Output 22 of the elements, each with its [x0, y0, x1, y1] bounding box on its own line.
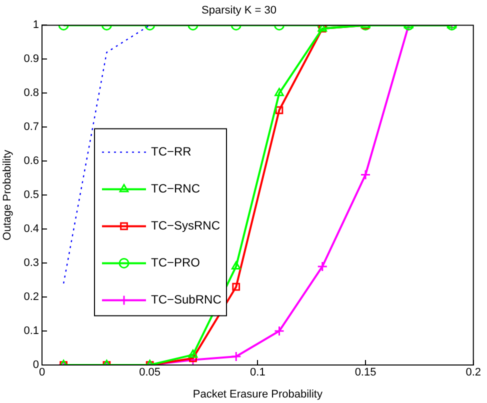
x-tick-label: 0.1	[250, 366, 266, 379]
y-tick-label: 0.4	[24, 223, 39, 236]
y-axis-title: Outage Probability	[2, 149, 14, 240]
y-tick-label: 1	[32, 19, 39, 32]
y-tick-label: 0.3	[24, 257, 39, 270]
y-tick-label: 0.7	[24, 121, 39, 134]
legend-label: TC−PRO	[151, 256, 200, 270]
x-tick-label: 0.05	[139, 366, 161, 379]
y-tick-label: 0.9	[24, 53, 39, 66]
y-tick-label: 0.1	[24, 325, 39, 338]
x-tick-label: 0.2	[466, 366, 482, 379]
y-tick-label: 0.6	[24, 155, 39, 168]
y-tick-label: 0.2	[24, 291, 39, 304]
x-axis-title: Packet Erasure Probability	[192, 388, 323, 400]
x-tick-label: 0.15	[354, 366, 376, 379]
legend-label: TC−RNC	[151, 182, 200, 196]
legend-label: TC−SysRNC	[151, 218, 220, 233]
chart-title: Sparsity K = 30	[202, 4, 276, 17]
y-tick-label: 0.5	[24, 189, 39, 202]
y-tick-label: 0.8	[24, 87, 39, 100]
legend-label: TC−SubRNC	[151, 292, 222, 307]
legend-label: TC−RR	[151, 144, 192, 159]
